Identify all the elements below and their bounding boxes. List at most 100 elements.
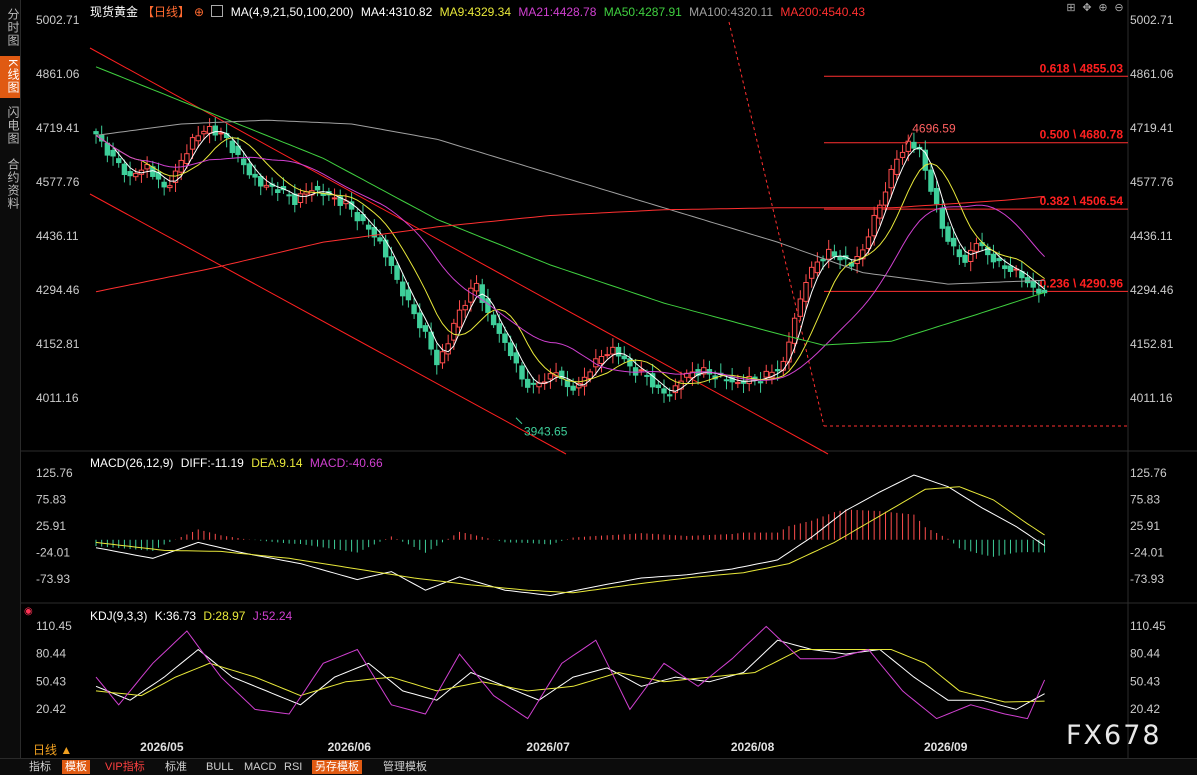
macd-dea-line — [95, 486, 1045, 594]
candle-body — [507, 342, 514, 357]
ma50-line — [95, 66, 1045, 346]
x-tick-label: 2026/07 — [526, 740, 570, 754]
candle-body — [604, 354, 610, 357]
toolbar-item-8[interactable]: 管理模板 — [383, 761, 427, 773]
candle-body — [826, 248, 832, 260]
sidebar-tab-2[interactable]: 闪电图 — [6, 105, 20, 145]
price-tick-label-left: 5002.71 — [36, 13, 80, 27]
toolbar-item-6[interactable]: RSI — [284, 761, 303, 773]
kdj-tick-label-left: 50.43 — [36, 674, 66, 688]
period-tag[interactable]: 【日线】 — [142, 5, 191, 19]
candle-body — [763, 370, 769, 378]
candle-body — [735, 381, 741, 385]
candle-body — [598, 356, 605, 364]
candle-body — [104, 142, 111, 156]
candle-body — [417, 312, 423, 329]
candle-body — [235, 145, 241, 155]
ma4-value: MA4:4310.82 — [360, 5, 433, 19]
candle-body — [377, 237, 383, 242]
candle-body — [1024, 277, 1031, 284]
ma21-line — [95, 134, 1045, 381]
candle-body — [110, 149, 116, 157]
toolbar-item-4[interactable]: BULL — [206, 761, 234, 773]
watermark-logo: FX678 — [1066, 720, 1162, 751]
macd-tick-label: 25.91 — [1130, 519, 1160, 533]
macd-dea: DEA:9.14 — [251, 456, 303, 470]
ma200-line — [95, 195, 1045, 293]
candle-body — [445, 343, 451, 355]
candle-body — [229, 140, 236, 154]
zoom-in-icon[interactable]: ⊕ — [1098, 2, 1108, 14]
candle-body — [490, 314, 497, 326]
macd-tick-label-left: 25.91 — [36, 519, 66, 533]
candle-body — [610, 346, 616, 355]
move-icon[interactable]: ✥ — [1082, 2, 1092, 14]
candle-body — [93, 131, 99, 135]
candle-body — [888, 168, 894, 189]
fib-diagonal-line — [728, 21, 825, 427]
candle-body — [865, 236, 872, 249]
price-tick-label: 4152.81 — [1130, 337, 1174, 351]
kdj-k: K:36.73 — [154, 609, 197, 623]
candle-body — [365, 224, 372, 230]
grid-icon[interactable] — [211, 5, 224, 17]
candle-body — [638, 369, 644, 372]
candle-body — [456, 309, 463, 328]
add-icon[interactable]: ⊕ — [194, 5, 205, 19]
zoom-out-icon[interactable]: ⊖ — [1114, 2, 1124, 14]
candle-body — [184, 153, 190, 164]
toolbar-item-3[interactable]: 标准 — [165, 761, 187, 773]
candle-body — [473, 282, 480, 292]
symbol-name: 现货黄金 — [90, 5, 139, 19]
candle-body — [263, 184, 270, 188]
macd-diff: DIFF:-11.19 — [180, 456, 244, 470]
toolbar-item-2[interactable]: VIP指标 — [105, 761, 145, 773]
candle-body — [360, 214, 366, 222]
candle-body — [576, 382, 582, 389]
candle-body — [1002, 265, 1008, 270]
ma200-value: MA200:4540.43 — [780, 5, 866, 19]
candle-body — [292, 193, 298, 205]
candle-body — [195, 135, 201, 142]
sidebar-tab-3[interactable]: 合约资料 — [6, 158, 20, 210]
price-tick-label-left: 4577.76 — [36, 175, 80, 189]
candle-body — [314, 185, 321, 191]
sidebar-tab-0[interactable]: 分时图 — [6, 7, 20, 47]
kdj-legend: KDJ(9,3,3) K:36.73 D:28.97 J:52.24 — [90, 609, 296, 623]
toolbar-item-7[interactable]: 另存模板 — [312, 760, 362, 774]
price-tick-label: 4719.41 — [1130, 121, 1174, 135]
crosshair-icon[interactable]: ⊞ — [1066, 2, 1076, 14]
candle-body — [502, 333, 508, 343]
candle-body — [996, 258, 1002, 262]
candle-body — [411, 304, 417, 315]
price-tick-label-left: 4152.81 — [36, 337, 80, 351]
target-icon[interactable]: ◉ — [24, 606, 33, 617]
candle-body — [496, 323, 502, 334]
candle-body — [661, 388, 667, 394]
macd-tick-label: -73.93 — [1130, 572, 1164, 586]
candle-body — [172, 170, 179, 183]
candle-body — [723, 379, 730, 382]
candle-body — [394, 265, 400, 280]
candle-body — [649, 373, 656, 388]
candle-body — [371, 226, 378, 238]
candle-body — [786, 341, 792, 363]
x-tick-label: 2026/05 — [140, 740, 184, 754]
candle-body — [1007, 265, 1014, 272]
candle-body — [161, 181, 167, 188]
ma9-value: MA9:4329.34 — [439, 5, 511, 19]
period-selector[interactable]: 日线 ▲ — [33, 743, 73, 757]
toolbar-item-5[interactable]: MACD — [244, 761, 277, 773]
candle-body — [167, 185, 173, 189]
bottom-toolbar: 指标 模板 VIP指标 标准 BULL MACD RSI 另存模板 管理模板 — [0, 758, 1197, 775]
toolbar-item-0[interactable]: 指标 — [29, 761, 51, 773]
toolbar-item-1[interactable]: 模板 — [62, 760, 90, 774]
price-tick-label: 4294.46 — [1130, 283, 1174, 297]
sidebar-tab-1[interactable]: K线图 — [0, 56, 20, 98]
macd-tick-label: 125.76 — [1130, 466, 1167, 480]
high-pointer — [905, 132, 913, 145]
fib-level-label: 0.382 \ 4506.54 — [1040, 194, 1124, 208]
macd-tick-label: -24.01 — [1130, 546, 1164, 560]
candle-body — [814, 261, 821, 274]
